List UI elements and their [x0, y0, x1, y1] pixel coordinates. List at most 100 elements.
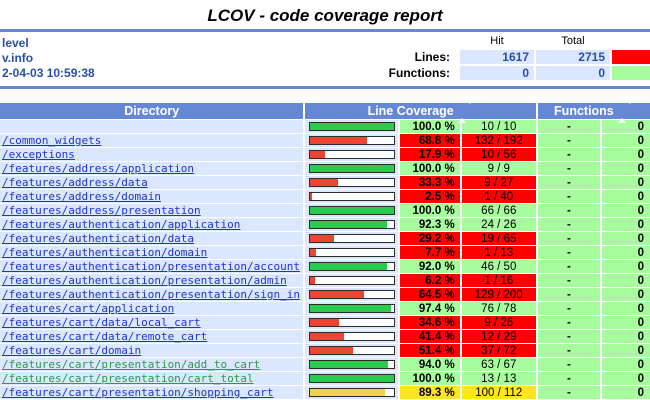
- directory-link[interactable]: /features/cart/presentation/shopping_car…: [2, 386, 274, 399]
- table-row: /features/cart/presentation/shopping_car…: [0, 386, 650, 399]
- functions-count-cell: 0: [601, 260, 650, 273]
- coverage-percent-cell: 89.3 %: [399, 386, 460, 399]
- coverage-bar-fill: [309, 305, 392, 312]
- table-row: /features/address/domain 2.5 % 1 / 40 - …: [0, 190, 650, 203]
- table-row: /common_widgets 68.8 % 132 / 192 - 0: [0, 134, 650, 147]
- functions-count-cell: 0: [601, 288, 650, 301]
- coverage-bar-cell: [305, 134, 398, 147]
- coverage-bar-fill: [309, 123, 394, 130]
- coverage-bar: [308, 276, 395, 285]
- coverage-bar-cell: [305, 148, 398, 161]
- directory-link[interactable]: /exceptions: [2, 148, 75, 161]
- coverage-bar-fill: [309, 375, 394, 382]
- functions-count-cell: 0: [601, 302, 650, 315]
- coverage-bar-cell: [305, 162, 398, 175]
- functions-percent-cell: -: [537, 274, 600, 287]
- directory-link[interactable]: /features/cart/domain: [2, 344, 142, 357]
- table-row: /features/authentication/data 29.2 % 19 …: [0, 232, 650, 245]
- coverage-bar-fill: [309, 137, 368, 144]
- directory-link[interactable]: /features/cart/application: [2, 302, 175, 315]
- coverage-table-header-row: Directory Line Coverage Functions: [0, 99, 650, 124]
- directory-cell: /features/cart/presentation/add_to_cart: [0, 358, 304, 371]
- column-header-directory[interactable]: Directory: [0, 103, 304, 119]
- coverage-bar: [308, 192, 395, 201]
- coverage-bar-fill: [309, 361, 389, 368]
- column-header-line-coverage[interactable]: Line Coverage: [305, 99, 536, 124]
- functions-percent-cell: -: [537, 120, 600, 133]
- summary-totals-table: Hit Total Lines: 1617 2715 Functions: 0 …: [389, 34, 650, 80]
- functions-percent-cell: -: [537, 386, 600, 399]
- coverage-bar: [308, 304, 395, 313]
- coverage-ratio-cell: 37 / 72: [461, 344, 536, 357]
- coverage-bar: [308, 346, 395, 355]
- top-divider: [0, 29, 650, 32]
- directory-link[interactable]: /features/cart/data/local_cart: [2, 316, 201, 329]
- directory-link[interactable]: /common_widgets: [2, 134, 102, 147]
- directory-link[interactable]: /features/cart/data/remote_cart: [2, 330, 208, 343]
- coverage-percent-cell: 33.3 %: [399, 176, 460, 189]
- summary-header: level v.info 2-04-03 10:59:38 Hit Total …: [0, 34, 650, 84]
- coverage-ratio-cell: 19 / 65: [461, 232, 536, 245]
- coverage-percent-cell: 34.6 %: [399, 316, 460, 329]
- directory-link[interactable]: /features/cart/presentation/cart_total: [2, 372, 254, 385]
- coverage-bar-fill: [309, 277, 315, 284]
- coverage-bar: [308, 360, 395, 369]
- directory-link[interactable]: /features/address/application: [2, 162, 195, 175]
- table-row: /exceptions 17.9 % 10 / 56 - 0: [0, 148, 650, 161]
- coverage-percent-cell: 29.2 %: [399, 232, 460, 245]
- coverage-percent-cell: 7.7 %: [399, 246, 460, 259]
- coverage-ratio-cell: 66 / 66: [461, 204, 536, 217]
- table-row: /features/authentication/presentation/ac…: [0, 260, 650, 273]
- sort-updown-icon[interactable]: [457, 99, 474, 124]
- directory-cell: /features/authentication/presentation/ac…: [0, 260, 304, 273]
- summary-lines-hit: 1617: [460, 50, 534, 64]
- coverage-bar-fill: [309, 151, 325, 158]
- directory-link[interactable]: /features/cart/presentation/add_to_cart: [2, 358, 261, 371]
- coverage-bar: [308, 234, 395, 243]
- functions-count-cell: 0: [601, 316, 650, 329]
- directory-link[interactable]: /features/address/domain: [2, 190, 161, 203]
- coverage-bar-fill: [309, 347, 353, 354]
- coverage-bar: [308, 122, 395, 131]
- coverage-bar-cell: [305, 302, 398, 315]
- summary-functions-total: 0: [536, 66, 610, 80]
- lines-status-box: [612, 50, 650, 64]
- directory-link[interactable]: /features/authentication/presentation/si…: [2, 288, 301, 301]
- coverage-bar-fill: [309, 235, 335, 242]
- directory-cell: [0, 120, 304, 133]
- directory-cell: /exceptions: [0, 148, 304, 161]
- coverage-percent-cell: 97.4 %: [399, 302, 460, 315]
- coverage-percent-cell: 64.5 %: [399, 288, 460, 301]
- coverage-ratio-cell: 24 / 26: [461, 218, 536, 231]
- directory-cell: /features/address/domain: [0, 190, 304, 203]
- table-row: /features/authentication/presentation/ad…: [0, 274, 650, 287]
- directory-link[interactable]: /features/authentication/data: [2, 232, 195, 245]
- functions-percent-cell: -: [537, 316, 600, 329]
- directory-cell: /features/cart/data/local_cart: [0, 316, 304, 329]
- directory-link[interactable]: /features/authentication/presentation/ad…: [2, 274, 287, 287]
- header-divider: [0, 86, 650, 89]
- sort-updown-icon[interactable]: [617, 99, 634, 124]
- page-title: LCOV - code coverage report: [207, 6, 443, 25]
- directory-cell: /features/cart/presentation/cart_total: [0, 372, 304, 385]
- coverage-bar-cell: [305, 260, 398, 273]
- coverage-percent-cell: 94.0 %: [399, 358, 460, 371]
- coverage-table: Directory Line Coverage Functions 100.0 …: [0, 99, 650, 400]
- column-header-functions[interactable]: Functions: [537, 99, 650, 124]
- directory-link[interactable]: /features/address/presentation: [2, 204, 201, 217]
- functions-count-cell: 0: [601, 358, 650, 371]
- directory-link[interactable]: /features/address/data: [2, 176, 148, 189]
- functions-percent-cell: -: [537, 204, 600, 217]
- directory-link[interactable]: /features/authentication/application: [2, 218, 241, 231]
- directory-link[interactable]: /features/authentication/presentation/ac…: [2, 260, 301, 273]
- coverage-percent-cell: 100.0 %: [399, 204, 460, 217]
- functions-count-cell: 0: [601, 148, 650, 161]
- table-row: /features/cart/presentation/cart_total 1…: [0, 372, 650, 385]
- coverage-ratio-cell: 12 / 29: [461, 330, 536, 343]
- table-row: 100.0 % 10 / 10 - 0: [0, 120, 650, 133]
- coverage-bar: [308, 374, 395, 383]
- table-row: /features/authentication/presentation/si…: [0, 288, 650, 301]
- coverage-bar-cell: [305, 218, 398, 231]
- directory-link[interactable]: /features/authentication/domain: [2, 246, 208, 259]
